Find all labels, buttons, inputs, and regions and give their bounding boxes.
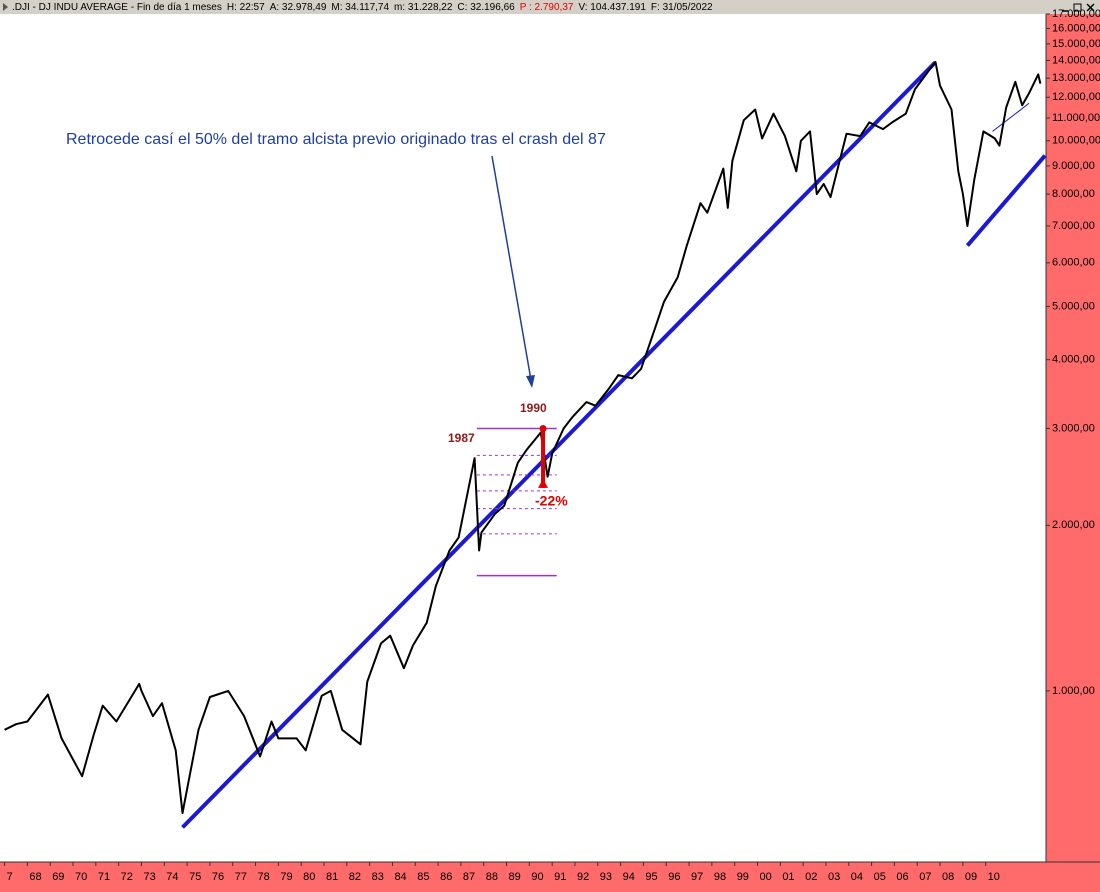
annotation-arrowhead bbox=[526, 375, 535, 388]
drawdown-head bbox=[538, 478, 549, 488]
drawdown-start bbox=[539, 425, 547, 433]
header-stat: M: 34.117,74 bbox=[331, 2, 389, 13]
x-tick-label: 00 bbox=[760, 871, 772, 883]
x-tick-label: 80 bbox=[303, 871, 315, 883]
x-axis-panel bbox=[0, 862, 1100, 892]
x-tick-label: 09 bbox=[965, 871, 977, 883]
x-tick-label: 04 bbox=[851, 871, 863, 883]
x-tick-label: 95 bbox=[645, 871, 657, 883]
y-tick-label: 4.000,00 bbox=[1052, 354, 1095, 366]
x-tick-label: 69 bbox=[52, 871, 64, 883]
y-tick-label: 7.000,00 bbox=[1052, 220, 1095, 232]
x-tick-label: 76 bbox=[212, 871, 224, 883]
x-tick-label: 73 bbox=[143, 871, 155, 883]
x-tick-label: 08 bbox=[942, 871, 954, 883]
y-tick-label: 2.000,00 bbox=[1052, 519, 1095, 531]
x-tick-label: 88 bbox=[486, 871, 498, 883]
x-tick-label: 03 bbox=[828, 871, 840, 883]
y-tick-label: 1.000,00 bbox=[1052, 685, 1095, 697]
x-tick-label: 75 bbox=[189, 871, 201, 883]
annotation: -22% bbox=[535, 493, 568, 509]
x-tick-label: 83 bbox=[372, 871, 384, 883]
x-tick-label: 70 bbox=[75, 871, 87, 883]
x-tick-label: 92 bbox=[577, 871, 589, 883]
x-tick-label: 10 bbox=[988, 871, 1000, 883]
header-bar bbox=[0, 0, 1100, 14]
annotation: 1987 bbox=[448, 431, 475, 445]
x-tick-label: 07 bbox=[919, 871, 931, 883]
x-tick-label: 7 bbox=[7, 871, 13, 883]
x-tick-label: 90 bbox=[531, 871, 543, 883]
x-tick-label: 82 bbox=[349, 871, 361, 883]
x-tick-label: 94 bbox=[623, 871, 635, 883]
annotation: 1990 bbox=[520, 401, 547, 415]
header-stat: C: 32.196,66 bbox=[457, 2, 515, 13]
x-tick-label: 05 bbox=[874, 871, 886, 883]
trendline bbox=[965, 154, 1047, 247]
y-tick-label: 11.000,00 bbox=[1052, 112, 1100, 124]
trendline bbox=[181, 60, 937, 829]
chart-title: .DJI - DJ INDU AVERAGE - Fin de día 1 me… bbox=[12, 2, 222, 13]
y-tick-label: 16.000,00 bbox=[1052, 22, 1100, 34]
x-tick-label: 02 bbox=[805, 871, 817, 883]
y-tick-label: 8.000,00 bbox=[1052, 188, 1095, 200]
y-tick-label: 10.000,00 bbox=[1052, 135, 1100, 147]
y-tick-label: 9.000,00 bbox=[1052, 160, 1095, 172]
x-tick-label: 72 bbox=[121, 871, 133, 883]
x-tick-label: 89 bbox=[509, 871, 521, 883]
x-tick-label: 86 bbox=[440, 871, 452, 883]
close-button[interactable] bbox=[1086, 3, 1095, 12]
header: .DJI - DJ INDU AVERAGE - Fin de día 1 me… bbox=[12, 2, 713, 13]
y-tick-label: 12.000,00 bbox=[1052, 91, 1100, 103]
x-tick-label: 06 bbox=[896, 871, 908, 883]
x-tick-label: 99 bbox=[737, 871, 749, 883]
header-stat: m: 31.228,22 bbox=[394, 2, 453, 13]
x-tick-label: 79 bbox=[280, 871, 292, 883]
price-line bbox=[4, 61, 1042, 814]
header-stat: V: 104.437.191 bbox=[578, 2, 646, 13]
y-tick-label: 6.000,00 bbox=[1052, 257, 1095, 269]
y-tick-label: 17.000,00 bbox=[1052, 8, 1100, 20]
x-tick-label: 01 bbox=[782, 871, 794, 883]
maximize-button[interactable] bbox=[1073, 3, 1082, 12]
y-tick-label: 14.000,00 bbox=[1052, 54, 1100, 66]
x-tick-label: 71 bbox=[98, 871, 110, 883]
x-tick-label: 91 bbox=[554, 871, 566, 883]
x-tick-label: 87 bbox=[463, 871, 475, 883]
header-stat: F: 31/05/2022 bbox=[651, 2, 713, 13]
x-tick-label: 84 bbox=[394, 871, 406, 883]
y-tick-label: 3.000,00 bbox=[1052, 422, 1095, 434]
x-tick-label: 93 bbox=[600, 871, 612, 883]
y-axis-panel bbox=[1046, 14, 1100, 862]
x-tick-label: 97 bbox=[691, 871, 703, 883]
header-stat: P : 2.790,37 bbox=[520, 2, 574, 13]
annotation: Retrocede casí el 50% del tramo alcista … bbox=[66, 131, 606, 148]
x-tick-label: 81 bbox=[326, 871, 338, 883]
menu-icon[interactable] bbox=[3, 3, 8, 11]
x-tick-label: 77 bbox=[235, 871, 247, 883]
trendline bbox=[992, 102, 1030, 132]
x-tick-label: 74 bbox=[166, 871, 178, 883]
x-tick-label: 85 bbox=[417, 871, 429, 883]
x-tick-label: 68 bbox=[29, 871, 41, 883]
x-tick-label: 78 bbox=[258, 871, 270, 883]
y-tick-label: 13.000,00 bbox=[1052, 72, 1100, 84]
y-tick-label: 15.000,00 bbox=[1052, 38, 1100, 50]
y-tick-label: 5.000,00 bbox=[1052, 300, 1095, 312]
header-stat: A: 32.978,49 bbox=[270, 2, 327, 13]
header-stat: H: 22:57 bbox=[227, 2, 265, 13]
annotation-arrow bbox=[491, 155, 532, 381]
window-buttons bbox=[1062, 3, 1095, 12]
x-tick-label: 96 bbox=[668, 871, 680, 883]
x-tick-label: 98 bbox=[714, 871, 726, 883]
